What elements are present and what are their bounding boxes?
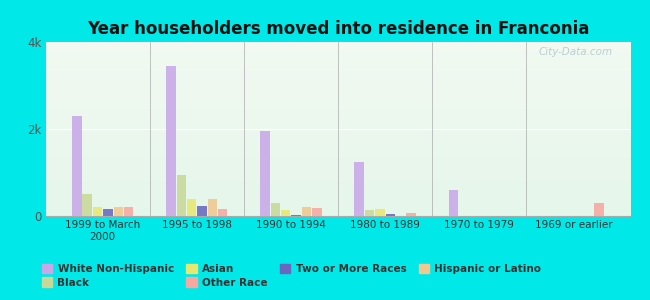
Bar [406,212,415,216]
Bar [354,162,364,216]
Bar [375,209,385,216]
Bar [595,203,604,216]
Bar [93,207,102,216]
Text: City-Data.com: City-Data.com [539,47,613,57]
Bar [448,190,458,216]
Bar [365,210,374,216]
Bar [291,215,301,216]
Bar [281,210,291,216]
Bar [270,203,280,216]
Bar [198,206,207,216]
Bar [114,207,123,216]
Bar [166,66,176,216]
Bar [187,199,196,216]
Bar [302,207,311,216]
Bar [385,214,395,216]
Bar [218,209,227,216]
Bar [261,131,270,216]
Bar [124,207,133,216]
Bar [207,200,217,216]
Bar [103,209,112,216]
Title: Year householders moved into residence in Franconia: Year householders moved into residence i… [87,20,589,38]
Bar [83,194,92,216]
Bar [177,175,186,216]
Bar [72,116,81,216]
Legend: White Non-Hispanic, Black, Asian, Other Race, Two or More Races, Hispanic or Lat: White Non-Hispanic, Black, Asian, Other … [38,260,545,292]
Bar [312,208,322,216]
